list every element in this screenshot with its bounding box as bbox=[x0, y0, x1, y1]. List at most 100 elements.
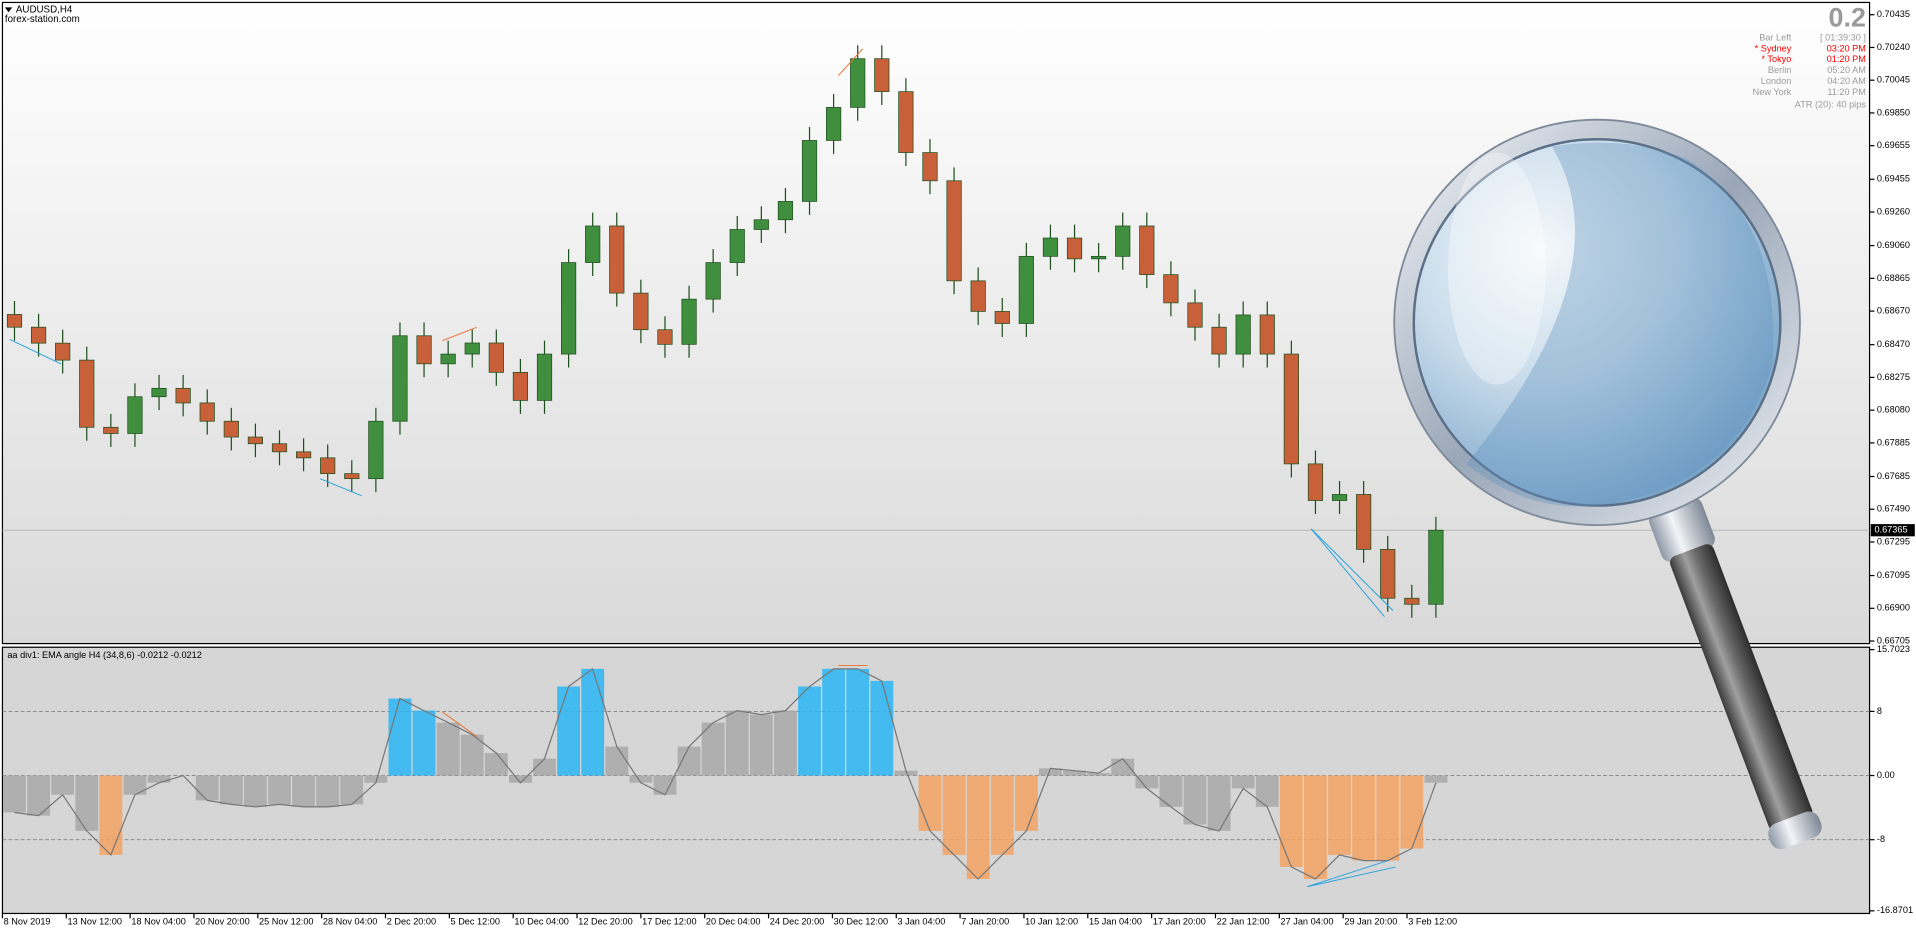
histogram-bar bbox=[1376, 775, 1400, 861]
x-tick-label: 17 Jan 20:00 bbox=[1153, 916, 1206, 926]
y-tick-label: 0.70240 bbox=[1877, 42, 1910, 52]
divergence-line bbox=[837, 48, 864, 77]
y-tick-label: 0.69060 bbox=[1877, 240, 1910, 250]
histogram-bar bbox=[1087, 773, 1111, 776]
divergence-line bbox=[442, 711, 477, 737]
histogram-bar bbox=[340, 775, 364, 805]
y-tick-label: 0.69260 bbox=[1877, 206, 1910, 216]
histogram-bar bbox=[1279, 775, 1303, 867]
candle-body bbox=[30, 326, 47, 344]
histogram-bar bbox=[822, 668, 846, 776]
candle-body bbox=[392, 335, 408, 422]
histogram-bar bbox=[1063, 770, 1086, 776]
x-tick-label: 12 Dec 20:00 bbox=[578, 916, 632, 926]
histogram-bar bbox=[123, 775, 147, 795]
histogram-bar bbox=[1183, 775, 1207, 825]
candle-body bbox=[561, 262, 577, 355]
histogram-bar bbox=[1424, 775, 1448, 783]
histogram-bar bbox=[629, 775, 653, 783]
histogram-bar bbox=[1014, 775, 1038, 831]
histogram-bar bbox=[508, 775, 532, 783]
x-tick-label: 3 Feb 12:00 bbox=[1408, 916, 1457, 926]
candle-body bbox=[994, 311, 1010, 324]
candle-body bbox=[344, 473, 360, 480]
candle-body bbox=[633, 292, 649, 331]
clock-name: London bbox=[1761, 76, 1792, 86]
y-tick-label: 0.68865 bbox=[1877, 273, 1910, 283]
candle-body bbox=[1139, 225, 1155, 276]
x-tick-label: 13 Nov 12:00 bbox=[68, 916, 122, 926]
x-tick-label: 22 Jan 12:00 bbox=[1217, 916, 1270, 926]
clock-time: 01:20 PM bbox=[1827, 54, 1866, 64]
histogram-bar bbox=[292, 775, 316, 807]
candle-body bbox=[826, 107, 842, 141]
y-tick-label: 0.66705 bbox=[1877, 635, 1910, 645]
candle-body bbox=[127, 396, 143, 434]
x-tick-label: 8 Nov 2019 bbox=[4, 916, 51, 926]
candle-body bbox=[1187, 302, 1203, 328]
histogram-bar bbox=[533, 758, 556, 776]
candle-body bbox=[657, 329, 673, 345]
candle-body bbox=[440, 353, 456, 365]
magnifier-cap bbox=[1768, 811, 1822, 850]
candle-body bbox=[151, 387, 167, 398]
candle-body bbox=[729, 229, 745, 263]
x-tick-label: 10 Jan 12:00 bbox=[1025, 916, 1078, 926]
candle-body bbox=[247, 436, 264, 445]
candle-body bbox=[753, 219, 769, 230]
y-tick-label: 0.69455 bbox=[1877, 174, 1910, 184]
magnifier-handle-group bbox=[1648, 497, 1822, 850]
plot-layer: 0.70435 0.70240 0.70045 0.69850 0.69655 0.694… bbox=[1, 9, 1915, 926]
histogram-bar bbox=[268, 775, 291, 805]
candle-body bbox=[223, 420, 239, 438]
x-tick-label: 27 Jan 04:00 bbox=[1281, 916, 1334, 926]
histogram-bar bbox=[484, 753, 508, 776]
candle-body bbox=[874, 58, 890, 92]
candle-body bbox=[295, 451, 312, 459]
histogram-bar bbox=[27, 775, 51, 816]
histogram-bar bbox=[1231, 775, 1255, 789]
divergence-line bbox=[1310, 528, 1394, 611]
candle-body bbox=[6, 314, 23, 328]
candle-body bbox=[1356, 494, 1372, 550]
candle-body bbox=[898, 91, 914, 153]
magnifier-handle bbox=[1670, 544, 1813, 831]
histogram-bar bbox=[725, 710, 749, 776]
histogram-bar bbox=[798, 686, 821, 776]
candle-body bbox=[1404, 597, 1420, 605]
x-tick-label: 25 Nov 12:00 bbox=[259, 916, 313, 926]
site-name: forex-station.com bbox=[5, 14, 80, 25]
x-tick-label: 3 Jan 04:00 bbox=[897, 916, 945, 926]
atr-label: ATR (20): 40 pips bbox=[1795, 99, 1867, 109]
candle-body bbox=[320, 457, 336, 475]
candle-body bbox=[103, 426, 119, 434]
histogram-bar bbox=[942, 775, 966, 855]
candle-body bbox=[55, 342, 71, 361]
candle-body bbox=[1163, 274, 1179, 304]
lens-highlight bbox=[1447, 152, 1546, 385]
candle-body bbox=[922, 152, 938, 182]
divergence-line bbox=[319, 478, 362, 497]
histogram-bar bbox=[147, 775, 171, 783]
divergence-line bbox=[1307, 866, 1396, 888]
y-tick-label: 0.67095 bbox=[1877, 570, 1910, 580]
menu-arrow[interactable] bbox=[4, 7, 13, 13]
clock-time: 04:20 AM bbox=[1827, 76, 1866, 86]
x-tick-label: 24 Dec 20:00 bbox=[770, 916, 824, 926]
divergence-line bbox=[9, 339, 62, 365]
indicator-line bbox=[14, 667, 1437, 880]
candle-body bbox=[1283, 353, 1299, 465]
y-tick-label: 0.68670 bbox=[1877, 306, 1910, 316]
histogram-bar bbox=[701, 722, 725, 776]
histogram-bar bbox=[918, 775, 942, 831]
candle-body bbox=[777, 201, 794, 221]
candle-body bbox=[488, 342, 504, 373]
y-tick-label: 0.67685 bbox=[1877, 471, 1910, 481]
histogram-bar bbox=[243, 775, 267, 807]
candle-body bbox=[681, 298, 697, 345]
candle-body bbox=[1235, 314, 1251, 355]
divergence-line bbox=[1307, 860, 1388, 888]
candle-body bbox=[175, 387, 191, 404]
histogram-bar bbox=[99, 775, 123, 855]
x-tick-label: 2 Dec 20:00 bbox=[387, 916, 436, 926]
